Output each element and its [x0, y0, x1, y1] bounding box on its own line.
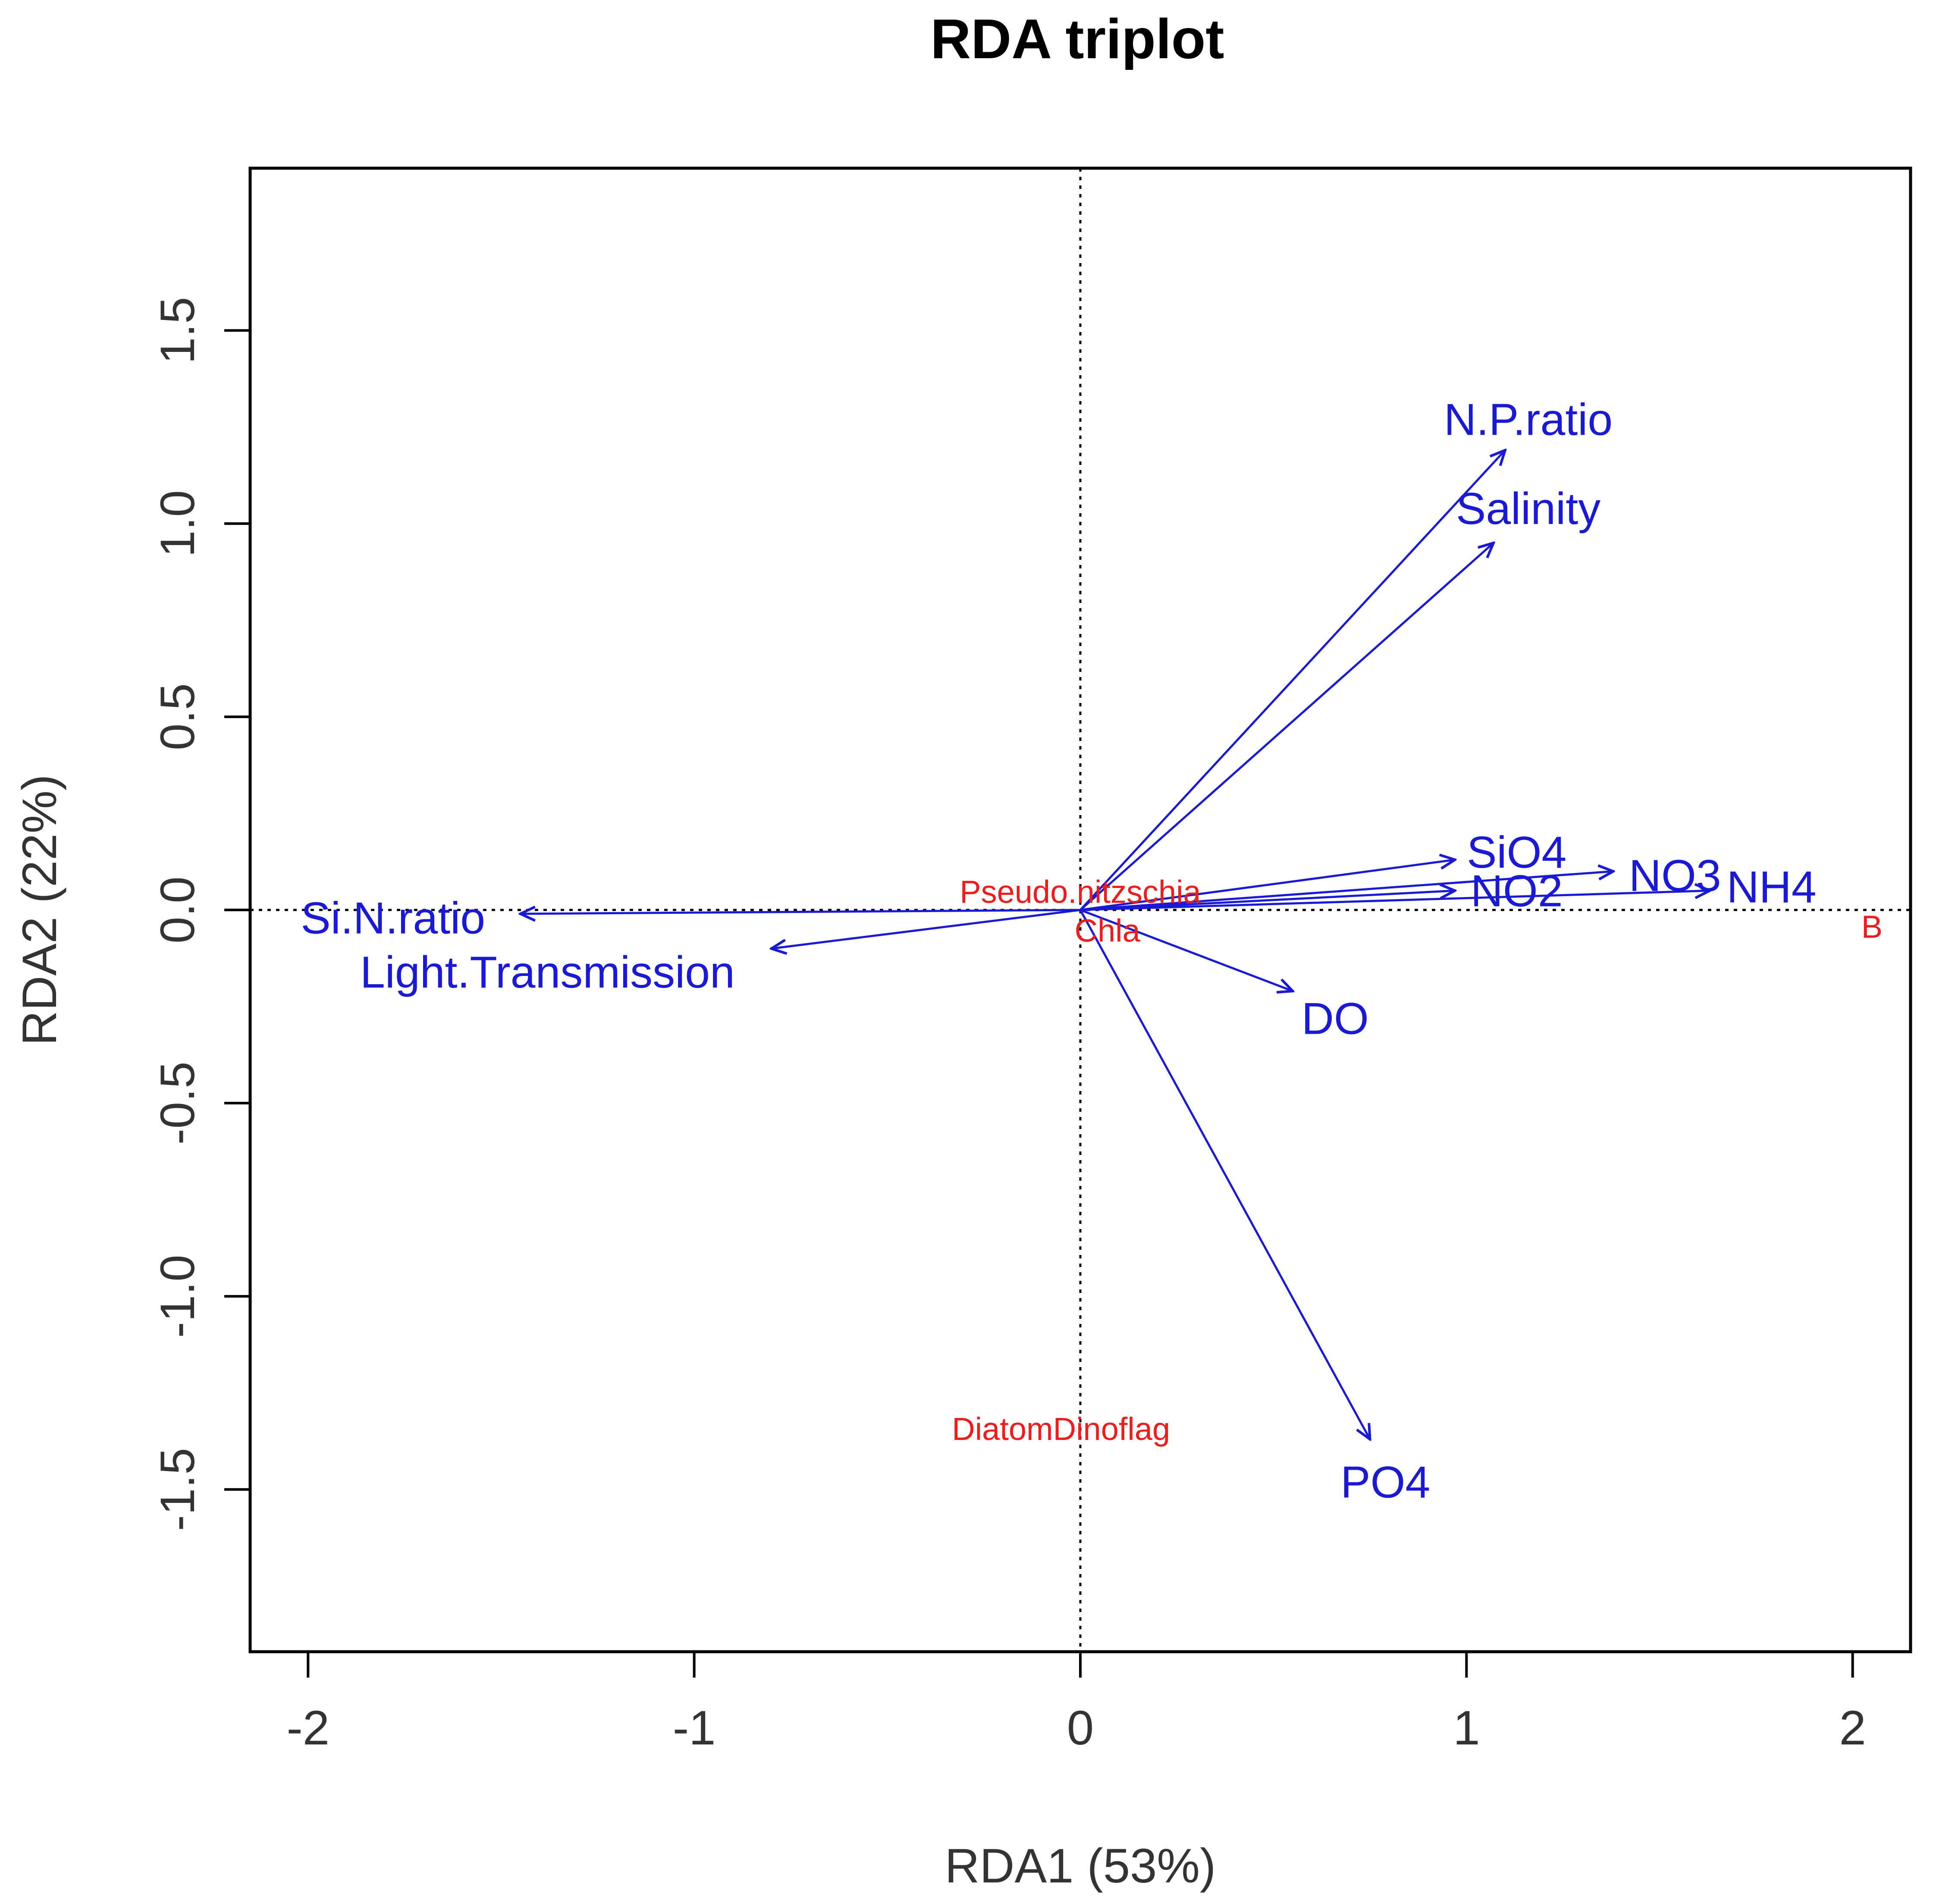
x-tick-label: -1 — [673, 1701, 716, 1755]
x-tick-label: -2 — [287, 1701, 330, 1755]
arrow-nh4 — [1080, 891, 1710, 911]
arrow-label-no2: NO2 — [1471, 866, 1563, 916]
arrow-label-do: DO — [1302, 994, 1369, 1044]
y-tick-label: -1.5 — [151, 1448, 204, 1531]
arrow-label-light-transmission: Light.Transmission — [360, 947, 735, 997]
arrow-label-salinity: Salinity — [1456, 484, 1600, 534]
y-axis-label: RDA2 (22%) — [13, 775, 66, 1046]
species-label-b: B — [1861, 909, 1883, 944]
x-tick-label: 1 — [1453, 1701, 1480, 1755]
arrow-salinity — [1079, 543, 1494, 911]
arrow-label-n-p-ratio: N.P.ratio — [1444, 395, 1613, 445]
x-axis-label: RDA1 (53%) — [945, 1839, 1216, 1893]
y-tick-label: 0.0 — [151, 876, 204, 944]
arrow-label-si-n-ratio: Si.N.ratio — [301, 893, 485, 943]
species-label-chla: Chla — [1075, 913, 1141, 948]
arrow-si-n-ratio — [521, 910, 1081, 914]
chart-title: RDA triplot — [930, 7, 1224, 70]
arrow-sio4 — [1080, 860, 1455, 911]
x-tick-label: 0 — [1067, 1701, 1094, 1755]
arrow-label-sio4: SiO4 — [1467, 828, 1566, 878]
y-tick-label: -0.5 — [151, 1061, 204, 1145]
arrow-label-nh4: NH4 — [1727, 863, 1817, 913]
y-axis: -1.5 -1.0 -0.5 0.0 0.5 1.0 1.5 — [151, 297, 250, 1531]
y-tick-label: 1.0 — [151, 490, 204, 557]
arrow-no2 — [1080, 891, 1455, 911]
x-tick-label: 2 — [1839, 1701, 1866, 1755]
arrow-no3 — [1080, 871, 1613, 911]
arrow-light-transmission — [772, 909, 1081, 949]
x-axis: -2 -1 0 1 2 — [287, 1652, 1866, 1755]
arrow-po4 — [1079, 909, 1370, 1439]
species-label-pseudo-nitzschia: Pseudo.nitzschia — [960, 874, 1201, 910]
arrow-n-p-ratio — [1079, 450, 1505, 911]
y-tick-label: 0.5 — [151, 683, 204, 750]
arrow-label-po4: PO4 — [1340, 1457, 1430, 1507]
species-label-diatomdinoflag: DiatomDinoflag — [952, 1411, 1170, 1447]
y-tick-label: -1.0 — [151, 1255, 204, 1338]
arrow-do — [1080, 909, 1293, 991]
y-tick-label: 1.5 — [151, 297, 204, 364]
